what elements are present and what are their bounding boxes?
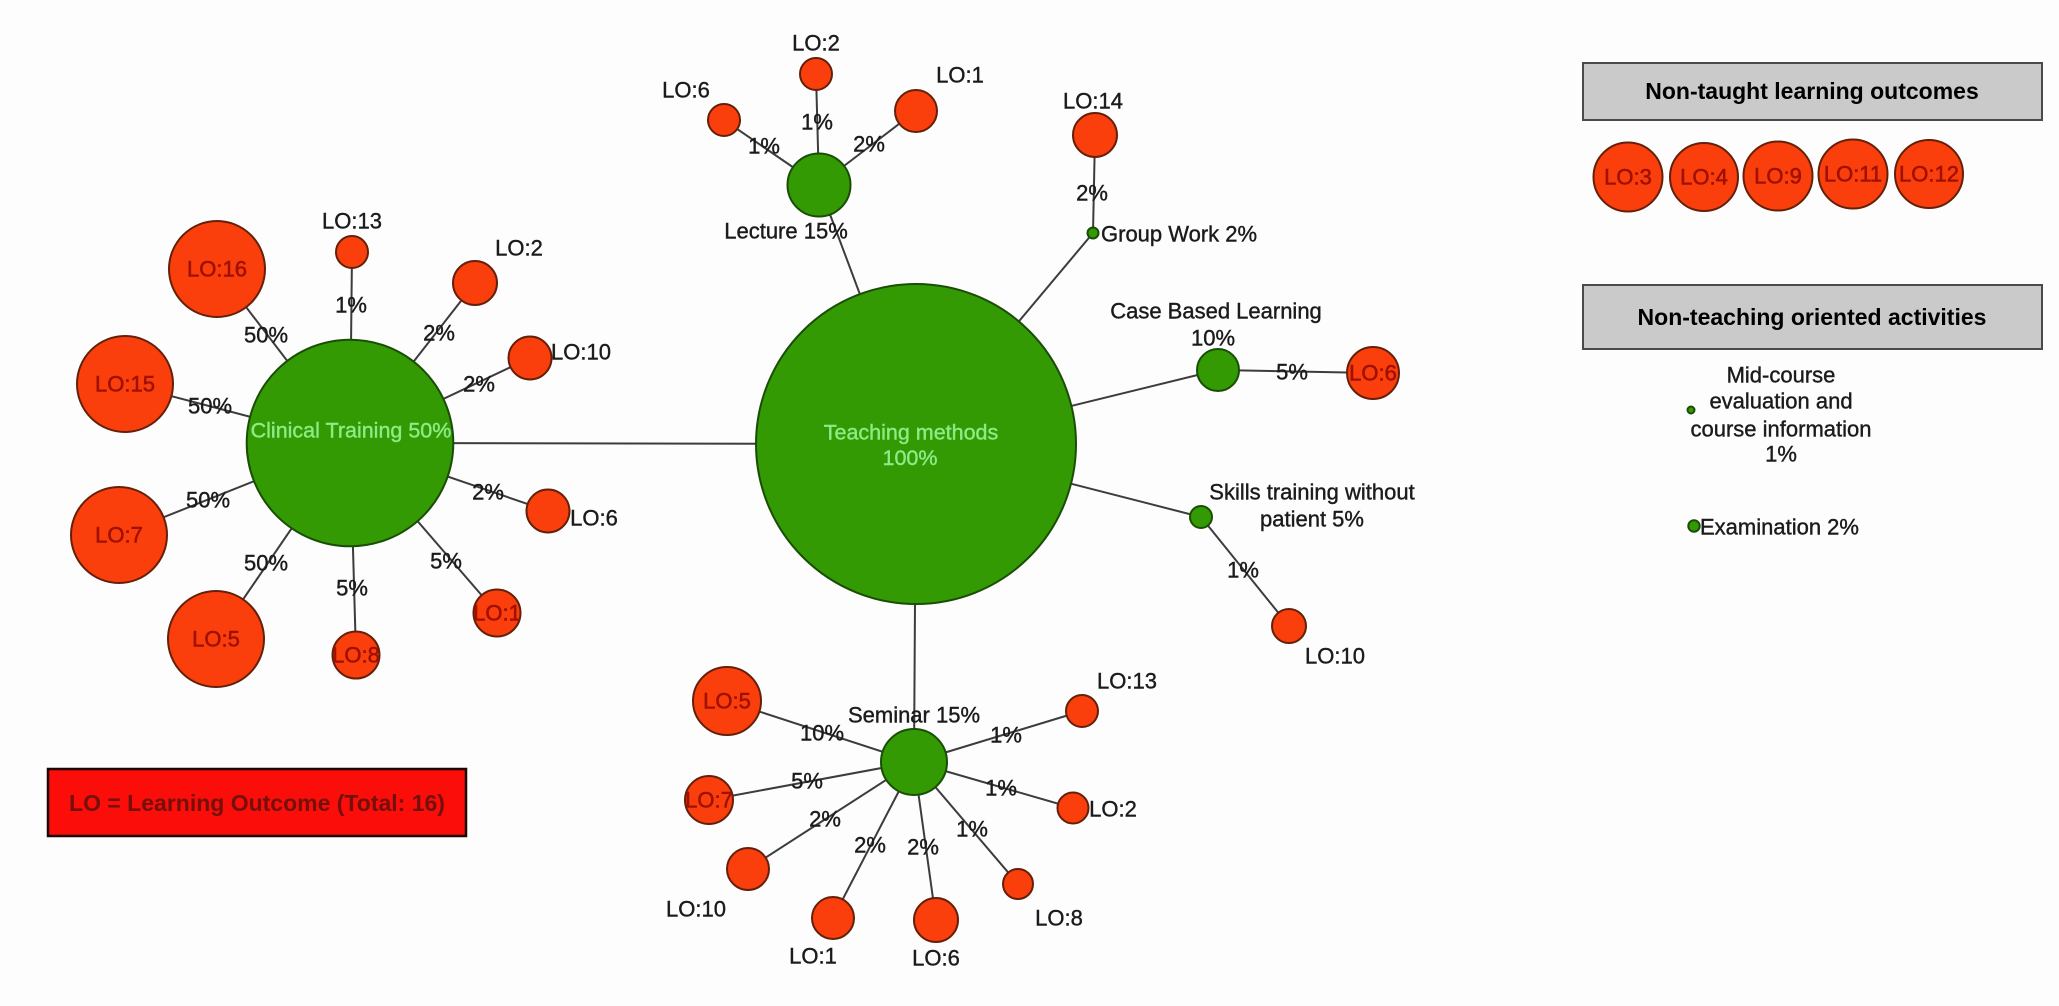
svg-text:2%: 2% xyxy=(907,835,939,860)
svg-text:LO:6: LO:6 xyxy=(662,78,710,103)
svg-text:2%: 2% xyxy=(854,833,886,858)
svg-text:2%: 2% xyxy=(853,132,885,157)
svg-text:LO:6: LO:6 xyxy=(912,946,960,971)
svg-text:LO = Learning Outcome (Total:: LO = Learning Outcome (Total: 16) xyxy=(69,790,445,816)
svg-text:LO:7: LO:7 xyxy=(95,523,143,548)
svg-text:LO:13: LO:13 xyxy=(322,209,382,234)
svg-text:LO:11: LO:11 xyxy=(1824,162,1882,187)
svg-text:LO:12: LO:12 xyxy=(1899,162,1959,187)
svg-text:Case Based Learning: Case Based Learning xyxy=(1110,299,1322,324)
svg-text:10%: 10% xyxy=(800,721,844,746)
svg-text:Non-teaching oriented activiti: Non-teaching oriented activities xyxy=(1638,304,1987,330)
svg-text:1%: 1% xyxy=(990,723,1022,748)
svg-text:2%: 2% xyxy=(463,372,495,397)
svg-text:LO:10: LO:10 xyxy=(551,340,611,365)
svg-text:LO:1: LO:1 xyxy=(936,63,984,88)
svg-text:LO:2: LO:2 xyxy=(792,31,840,56)
svg-text:LO:2: LO:2 xyxy=(1089,797,1137,822)
svg-text:LO:15: LO:15 xyxy=(95,372,155,397)
svg-text:1%: 1% xyxy=(335,293,367,318)
svg-text:LO:13: LO:13 xyxy=(1097,669,1157,694)
svg-text:5%: 5% xyxy=(430,549,462,574)
svg-text:1%: 1% xyxy=(748,134,780,159)
svg-text:Lecture 15%: Lecture 15% xyxy=(724,219,848,244)
svg-text:patient 5%: patient 5% xyxy=(1260,507,1364,532)
svg-text:50%: 50% xyxy=(244,323,288,348)
svg-text:2%: 2% xyxy=(472,480,504,505)
svg-text:50%: 50% xyxy=(186,488,230,513)
svg-text:LO:5: LO:5 xyxy=(192,627,240,652)
svg-text:5%: 5% xyxy=(336,576,368,601)
svg-text:1%: 1% xyxy=(801,110,833,135)
svg-text:evaluation and: evaluation and xyxy=(1709,389,1852,414)
svg-text:Skills training without: Skills training without xyxy=(1209,480,1414,505)
svg-text:LO:14: LO:14 xyxy=(1063,89,1123,114)
svg-text:50%: 50% xyxy=(244,551,288,576)
svg-text:LO:3: LO:3 xyxy=(1604,165,1652,190)
svg-text:2%: 2% xyxy=(1076,181,1108,206)
svg-text:10%: 10% xyxy=(1191,326,1235,351)
svg-text:1%: 1% xyxy=(956,817,988,842)
svg-text:Mid-course: Mid-course xyxy=(1727,363,1836,388)
svg-text:LO:6: LO:6 xyxy=(1349,361,1397,386)
svg-text:Seminar 15%: Seminar 15% xyxy=(848,703,980,728)
svg-text:Teaching methods: Teaching methods xyxy=(824,421,999,445)
svg-text:course information: course information xyxy=(1691,417,1872,442)
svg-text:LO:8: LO:8 xyxy=(1035,906,1083,931)
svg-text:LO:1: LO:1 xyxy=(473,601,521,626)
svg-text:LO:4: LO:4 xyxy=(1680,165,1728,190)
svg-text:Non-taught learning outcomes: Non-taught learning outcomes xyxy=(1645,78,1979,104)
svg-text:100%: 100% xyxy=(883,446,938,470)
svg-text:LO:1: LO:1 xyxy=(789,944,837,969)
svg-text:LO:2: LO:2 xyxy=(495,236,543,261)
svg-text:5%: 5% xyxy=(1276,360,1308,385)
svg-text:1%: 1% xyxy=(1765,442,1797,467)
svg-text:2%: 2% xyxy=(809,807,841,832)
svg-text:1%: 1% xyxy=(1227,558,1259,583)
svg-text:Group Work 2%: Group Work 2% xyxy=(1101,222,1257,247)
svg-text:2%: 2% xyxy=(423,321,455,346)
svg-text:LO:10: LO:10 xyxy=(1305,644,1365,669)
svg-text:5%: 5% xyxy=(791,769,823,794)
svg-text:LO:16: LO:16 xyxy=(187,257,247,282)
svg-text:LO:7: LO:7 xyxy=(685,788,733,813)
svg-text:1%: 1% xyxy=(985,776,1017,801)
svg-text:LO:10: LO:10 xyxy=(666,897,726,922)
svg-text:Examination 2%: Examination 2% xyxy=(1700,515,1859,540)
svg-text:LO:8: LO:8 xyxy=(332,643,380,668)
svg-text:LO:6: LO:6 xyxy=(570,506,618,531)
svg-text:50%: 50% xyxy=(188,394,232,419)
svg-text:Clinical Training 50%: Clinical Training 50% xyxy=(251,419,452,443)
svg-text:LO:5: LO:5 xyxy=(703,689,751,714)
svg-text:LO:9: LO:9 xyxy=(1754,164,1802,189)
